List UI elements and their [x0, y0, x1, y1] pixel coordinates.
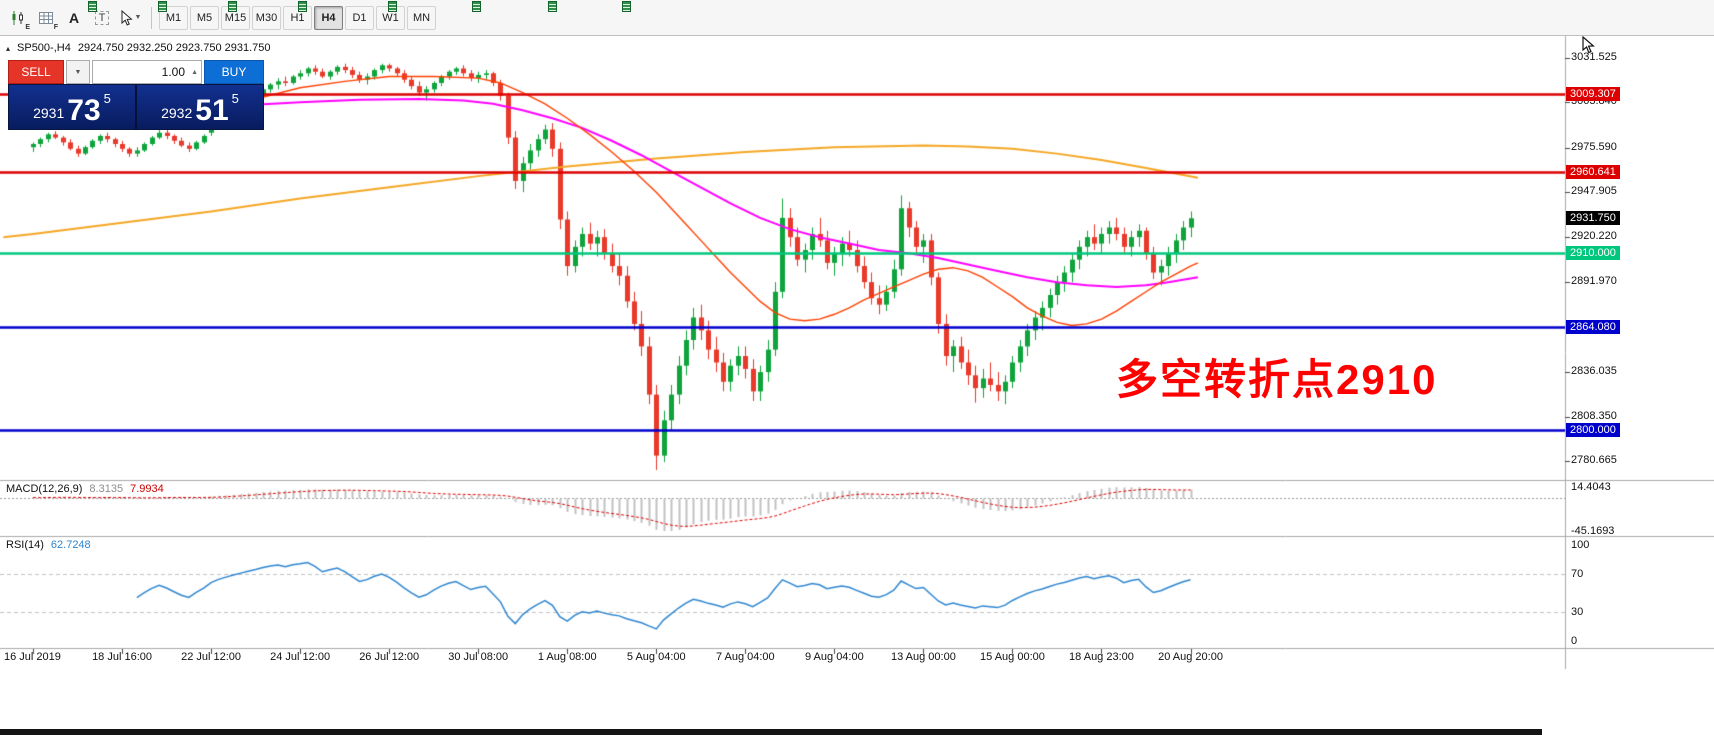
- timeframe-mn-button[interactable]: MN: [407, 5, 436, 30]
- timeframe-m1-button[interactable]: M1: [159, 5, 188, 30]
- rsi-value: 62.7248: [50, 539, 91, 551]
- timeframe-group: M1 M5 M15 M30 H1 H4 D1 W1 MN: [159, 5, 436, 30]
- toolbar: E F A T ▼ M1 M5 M15 M30 H1 H4 D1 W1 MN: [0, 0, 1714, 36]
- window-artifact-icon: [472, 1, 481, 12]
- expert-subscript: E: [25, 23, 30, 31]
- chevron-down-icon: ▼: [134, 14, 142, 21]
- horizontal-scrollbar[interactable]: [0, 729, 1542, 735]
- rsi-indicator-label: RSI(14) 62.7248: [6, 539, 91, 551]
- sell-button[interactable]: SELL: [8, 60, 64, 84]
- macd-signal-value: 7.9934: [130, 483, 164, 495]
- rsi-name: RSI(14): [6, 539, 44, 551]
- symbol-ohlc-line: ▴ SP500-,H4 2924.750 2932.250 2923.750 2…: [6, 42, 271, 55]
- window-artifact-icon: [88, 1, 97, 12]
- text-tool-icon: A: [68, 9, 80, 26]
- bid-main: 2931: [33, 105, 65, 121]
- window-artifact-icon: [228, 1, 237, 12]
- chart-expert-button[interactable]: E: [5, 5, 31, 31]
- ask-main: 2932: [161, 105, 193, 121]
- timeframe-m15-button[interactable]: M15: [221, 5, 250, 30]
- grid-subscript: F: [53, 23, 58, 31]
- cursor-arrow-icon: [121, 9, 133, 26]
- mouse-cursor-icon: [1581, 35, 1596, 59]
- symbol-name: SP500-,H4: [17, 42, 71, 54]
- volume-input[interactable]: 1.00 ▲: [92, 60, 202, 84]
- bid-price-display[interactable]: 2931 73 5: [9, 85, 135, 129]
- macd-name: MACD(12,26,9): [6, 483, 83, 495]
- ask-price-display[interactable]: 2932 51 5: [135, 85, 263, 129]
- buy-button[interactable]: BUY: [204, 60, 264, 84]
- symbol-marker-icon: ▴: [6, 44, 11, 53]
- volume-value: 1.00: [161, 65, 185, 79]
- volume-dropdown[interactable]: ▼: [66, 60, 90, 84]
- textbox-tool-icon: T: [94, 10, 110, 25]
- bid-pips: 73: [67, 94, 101, 127]
- window-artifact-icon: [388, 1, 397, 12]
- timeframe-d1-button[interactable]: D1: [345, 5, 374, 30]
- stepper-up-icon[interactable]: ▲: [191, 69, 198, 76]
- macd-main-value: 8.3135: [89, 483, 124, 495]
- cursor-tool-button[interactable]: ▼: [117, 5, 143, 31]
- text-box-button[interactable]: T: [89, 5, 115, 31]
- timeframe-h4-button[interactable]: H4: [314, 5, 343, 30]
- grid-icon: [39, 11, 53, 24]
- candlestick-chart-icon: [12, 10, 23, 25]
- window-artifact-icon: [622, 1, 631, 12]
- symbol-ohlc-values: 2924.750 2932.250 2923.750 2931.750: [77, 42, 271, 54]
- ask-pips: 51: [195, 94, 229, 127]
- chart-annotation: 多空转折点2910: [1116, 356, 1438, 403]
- toolbar-separator: [151, 6, 152, 29]
- window-artifact-icon: [548, 1, 557, 12]
- one-click-trading-panel: SELL ▼ 1.00 ▲ BUY 2931 73 5 2932 51 5: [8, 60, 264, 130]
- data-grid-button[interactable]: F: [33, 5, 59, 31]
- window-artifact-icon: [298, 1, 307, 12]
- chevron-down-icon: ▼: [74, 68, 82, 76]
- text-label-button[interactable]: A: [61, 5, 87, 31]
- window-artifact-icon: [158, 1, 167, 12]
- macd-indicator-label: MACD(12,26,9) 8.3135 7.9934: [6, 483, 164, 495]
- bid-sub: 5: [103, 91, 111, 106]
- timeframe-m5-button[interactable]: M5: [190, 5, 219, 30]
- ask-sub: 5: [231, 91, 239, 106]
- timeframe-h1-button[interactable]: H1: [283, 5, 312, 30]
- timeframe-m30-button[interactable]: M30: [252, 5, 281, 30]
